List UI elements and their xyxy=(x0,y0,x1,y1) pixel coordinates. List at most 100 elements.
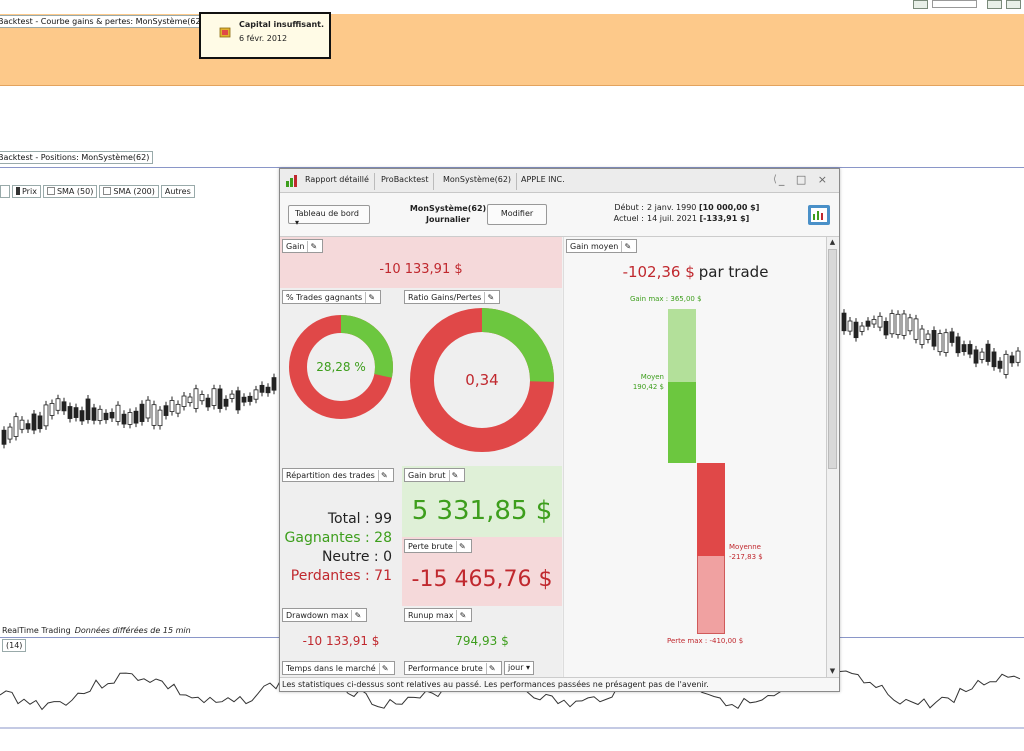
blank-area xyxy=(0,87,1024,151)
gross-gain-card: Gain brut ✎ 5 331,85 $ xyxy=(402,466,562,537)
wrench-icon[interactable]: ✎ xyxy=(378,663,391,674)
candle-body xyxy=(919,328,925,345)
toolbar-field[interactable] xyxy=(932,0,977,8)
wrench-icon[interactable]: ✎ xyxy=(456,610,468,621)
gross-gain-value: 5 331,85 $ xyxy=(411,496,553,526)
sma200-toggle[interactable]: SMA (200) xyxy=(99,185,159,198)
candle-body xyxy=(217,388,223,409)
candle-body xyxy=(181,395,187,407)
candle-body xyxy=(91,407,97,421)
candle-body xyxy=(913,318,919,340)
chevron-down-icon: ▾ xyxy=(295,218,300,227)
candle-body xyxy=(37,415,43,430)
dashboard-dropdown[interactable]: Tableau de bord ▾ xyxy=(288,205,370,227)
alert-popup[interactable]: Capital insuffisant. 6 févr. 2012 xyxy=(199,12,331,59)
disclaimer-footer: Les statistiques ci-dessus sont relative… xyxy=(280,677,839,691)
period-dropdown[interactable]: jour ▾ xyxy=(504,661,535,675)
candle-body xyxy=(121,413,127,425)
export-report-icon[interactable] xyxy=(807,204,831,226)
gain-tag[interactable]: Gain ✎ xyxy=(282,239,324,253)
wrench-icon[interactable]: ✎ xyxy=(365,292,377,303)
distribution-tag[interactable]: Répartition des trades ✎ xyxy=(282,468,394,482)
runup-tag[interactable]: Runup max ✎ xyxy=(404,608,473,622)
alert-date: 6 févr. 2012 xyxy=(239,34,288,43)
max-loss-label: Perte max : -410,00 $ xyxy=(667,637,744,645)
losing-count: Perdantes : 71 xyxy=(290,568,392,584)
drawdown-tag[interactable]: Drawdown max ✎ xyxy=(282,608,368,622)
candle-body xyxy=(187,396,193,404)
candle-body xyxy=(853,321,859,339)
wrench-icon[interactable]: ✎ xyxy=(455,541,468,552)
candle-body xyxy=(67,406,73,419)
wrench-icon[interactable]: ✎ xyxy=(351,610,363,621)
wrench-icon[interactable]: ✎ xyxy=(448,470,461,481)
candle-body xyxy=(271,377,277,391)
indicator-tag[interactable]: (14) xyxy=(2,639,27,652)
equity-curve-tab[interactable]: Backtest - Courbe gains & pertes: MonSys… xyxy=(0,15,208,28)
report-icon xyxy=(286,175,297,187)
candle-body xyxy=(31,413,37,431)
ratio-tag[interactable]: Ratio Gains/Pertes ✎ xyxy=(404,290,501,304)
candle-body xyxy=(193,388,199,409)
donut-label: 28,28 % xyxy=(316,360,366,374)
sma50-toggle[interactable]: SMA (50) xyxy=(42,185,98,198)
gross-loss-tag[interactable]: Perte brute ✎ xyxy=(404,539,472,553)
price-toggle[interactable]: Prix xyxy=(12,185,41,198)
wrench-icon[interactable]: ✎ xyxy=(621,241,633,252)
wrench-icon[interactable]: ✎ xyxy=(377,470,390,481)
price-candlestick-chart[interactable] xyxy=(0,168,1024,634)
candle-body xyxy=(229,393,235,399)
scroll-thumb[interactable] xyxy=(828,249,837,469)
tab-system[interactable]: MonSystème(62) xyxy=(438,173,518,190)
donut-label: 0,34 xyxy=(465,371,498,389)
detailed-report-window[interactable]: Rapport détaillé ProBacktest MonSystème(… xyxy=(279,168,840,692)
system-info: MonSystème(62) Journalier xyxy=(409,204,487,224)
candle-body xyxy=(1009,355,1015,364)
average-gain-tag[interactable]: Gain moyen ✎ xyxy=(566,239,638,253)
print-icon[interactable] xyxy=(913,0,928,9)
candle-body xyxy=(871,319,877,325)
window-titlebar[interactable]: Rapport détaillé ProBacktest MonSystème(… xyxy=(280,169,839,193)
share-icon[interactable]: ⟨ xyxy=(773,174,777,185)
candle-body xyxy=(205,397,211,408)
performance-tag[interactable]: Performance brute ✎ xyxy=(404,661,502,675)
chart-settings-icon[interactable] xyxy=(0,185,10,198)
tab-detailed-report[interactable]: Rapport détaillé xyxy=(300,173,375,190)
tab-probacktest[interactable]: ProBacktest xyxy=(376,173,435,190)
zoom-in-icon[interactable] xyxy=(987,0,1002,9)
time-in-market-tag[interactable]: Temps dans le marché ✎ xyxy=(282,661,395,675)
candle-body xyxy=(139,403,145,422)
distribution-lines: Total : 99 Gagnantes : 28 Neutre : 0 Per… xyxy=(285,510,392,586)
neutral-count: Neutre : 0 xyxy=(321,549,392,565)
wrench-icon[interactable]: ✎ xyxy=(307,241,319,252)
window-controls[interactable]: _ □ × xyxy=(778,173,831,186)
candle-body xyxy=(19,419,25,430)
candle-body xyxy=(85,398,91,421)
candle-body xyxy=(931,330,937,347)
modify-button[interactable]: Modifier xyxy=(487,204,547,225)
winning-trades-tag[interactable]: % Trades gagnants ✎ xyxy=(282,290,382,304)
candle-body xyxy=(973,349,979,364)
scroll-up-icon[interactable]: ▲ xyxy=(829,238,836,246)
zoom-out-icon[interactable] xyxy=(1006,0,1021,9)
candle-body xyxy=(7,426,13,440)
positions-tab[interactable]: Backtest - Positions: MonSystème(62) xyxy=(0,151,154,164)
gross-performance-card: Performance brute ✎ jour ▾ xyxy=(402,659,562,677)
candle-body xyxy=(109,411,115,419)
scroll-down-icon[interactable]: ▼ xyxy=(829,667,836,675)
max-drawdown-card: Drawdown max ✎ -10 133,91 $ xyxy=(280,606,402,659)
wrench-icon[interactable]: ✎ xyxy=(485,663,498,674)
max-runup-card: Runup max ✎ 794,93 $ xyxy=(402,606,562,659)
candle-body xyxy=(907,317,913,332)
others-button[interactable]: Autres xyxy=(160,185,195,198)
wrench-icon[interactable]: ✎ xyxy=(484,292,496,303)
candle-body xyxy=(247,395,253,402)
candle-body xyxy=(943,332,949,353)
gross-gain-tag[interactable]: Gain brut ✎ xyxy=(404,468,465,482)
average-gain-card: Gain moyen ✎ -102,36 $ par trade Gain max … xyxy=(563,237,826,677)
candle-body xyxy=(883,321,889,336)
candle-body xyxy=(859,325,865,332)
tab-instrument[interactable]: APPLE INC. xyxy=(521,175,565,184)
vertical-scrollbar[interactable]: ▲ ▼ xyxy=(826,237,838,677)
candle-body xyxy=(13,416,19,437)
